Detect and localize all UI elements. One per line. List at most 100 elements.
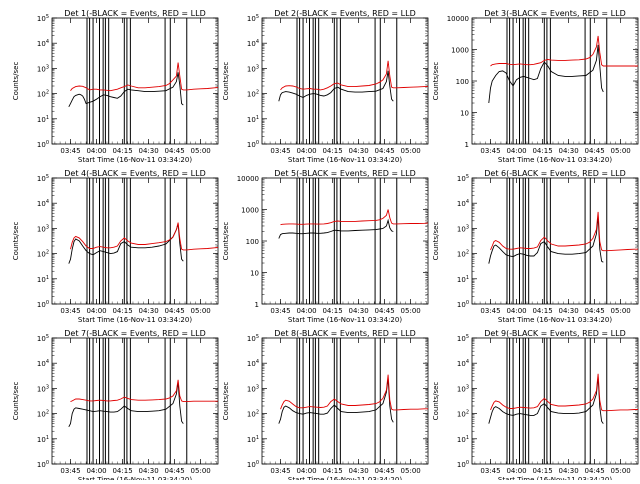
y-axis-label: Counts/sec — [432, 222, 440, 261]
detector-panel-3: Det 3(-BLACK = Events, RED = LLD 1 10 100 10… — [432, 9, 639, 164]
ytick-label: 102 — [457, 250, 469, 259]
series-events-line — [278, 70, 394, 102]
detector-panel-6: Det 6(-BLACK = Events, RED = LLD 100 101 10… — [432, 169, 639, 324]
ytick-label: 103 — [247, 64, 259, 73]
ytick-label: 103 — [457, 384, 469, 393]
ytick-label: 100 — [247, 460, 259, 469]
ytick-label: 103 — [457, 224, 469, 233]
xtick-label: 04:00 — [296, 467, 316, 475]
ytick-label: 103 — [37, 64, 49, 73]
xtick-label: 05:00 — [611, 147, 631, 155]
xtick-label: 04:30 — [349, 467, 369, 475]
xtick-label: 04:15 — [322, 147, 342, 155]
ytick-label: 100 — [456, 78, 469, 86]
ytick-label: 105 — [457, 334, 469, 343]
x-axis-label: Start Time (16-Nov-11 03:34:20) — [498, 476, 612, 480]
xtick-label: 04:45 — [375, 307, 395, 315]
ytick-label: 102 — [247, 90, 259, 99]
series-lld-line — [490, 35, 638, 67]
series-lld-line — [490, 373, 638, 412]
xtick-label: 04:15 — [532, 467, 552, 475]
series-events-line — [68, 72, 184, 108]
series-lld-line — [70, 222, 219, 251]
ytick-label: 104 — [247, 359, 259, 368]
xtick-label: 04:15 — [322, 307, 342, 315]
y-axis-label: Counts/sec — [222, 62, 230, 101]
panel-title: Det 5(-BLACK = Events, RED = LLD — [274, 169, 415, 178]
ytick-label: 1000 — [241, 207, 259, 215]
detector-panel-8: Det 8(-BLACK = Events, RED = LLD 100 101 10… — [222, 329, 429, 484]
xtick-label: 04:15 — [112, 307, 132, 315]
series-lld-line — [490, 211, 638, 252]
ytick-label: 1000 — [451, 47, 469, 55]
xtick-label: 05:00 — [191, 147, 211, 155]
xtick-label: 03:45 — [480, 467, 500, 475]
ytick-label: 102 — [37, 90, 49, 99]
ytick-label: 104 — [37, 39, 49, 48]
xtick-label: 03:45 — [270, 307, 290, 315]
ytick-label: 102 — [37, 410, 49, 419]
xtick-label: 03:45 — [60, 307, 80, 315]
x-axis-label: Start Time (16-Nov-11 03:34:20) — [288, 156, 402, 164]
panel-title: Det 2(-BLACK = Events, RED = LLD — [274, 9, 415, 18]
detector-panel-2: Det 2(-BLACK = Events, RED = LLD 100 101 10… — [222, 9, 429, 164]
xtick-label: 05:00 — [191, 307, 211, 315]
panel-title: Det 9(-BLACK = Events, RED = LLD — [484, 329, 625, 338]
xtick-label: 04:30 — [349, 307, 369, 315]
xtick-label: 05:00 — [611, 307, 631, 315]
ytick-label: 105 — [247, 14, 259, 23]
ytick-label: 104 — [247, 39, 259, 48]
xtick-label: 04:45 — [165, 467, 185, 475]
ytick-label: 100 — [247, 140, 259, 149]
ytick-label: 101 — [37, 275, 49, 284]
xtick-label: 04:45 — [585, 467, 605, 475]
ytick-label: 103 — [247, 384, 259, 393]
plot-frame — [471, 337, 639, 465]
ytick-label: 104 — [457, 199, 469, 208]
plot-frame — [261, 337, 429, 465]
ytick-label: 101 — [457, 435, 469, 444]
series-lld-line — [280, 209, 429, 226]
ytick-label: 101 — [247, 115, 259, 124]
series-events-line — [278, 378, 394, 424]
x-axis-label: Start Time (16-Nov-11 03:34:20) — [288, 476, 402, 480]
ytick-label: 105 — [457, 174, 469, 183]
xtick-label: 04:30 — [349, 147, 369, 155]
xtick-label: 04:45 — [585, 307, 605, 315]
ytick-label: 105 — [37, 334, 49, 343]
ytick-label: 103 — [37, 224, 49, 233]
xtick-label: 05:00 — [401, 147, 421, 155]
xtick-label: 03:45 — [60, 467, 80, 475]
ytick-label: 101 — [37, 435, 49, 444]
ytick-label: 100 — [37, 140, 49, 149]
ytick-label: 101 — [37, 115, 49, 124]
detector-panel-4: Det 4(-BLACK = Events, RED = LLD 100 101 10… — [12, 169, 219, 324]
series-events-line — [68, 223, 184, 264]
xtick-label: 03:45 — [480, 147, 500, 155]
ytick-label: 1 — [255, 301, 259, 309]
y-axis-label: Counts/sec — [222, 382, 230, 421]
xtick-label: 04:30 — [139, 467, 159, 475]
series-lld-line — [280, 60, 428, 91]
x-axis-label: Start Time (16-Nov-11 03:34:20) — [78, 476, 192, 480]
ytick-label: 103 — [37, 384, 49, 393]
xtick-label: 03:45 — [480, 307, 500, 315]
xtick-label: 04:00 — [506, 467, 526, 475]
ytick-label: 1 — [465, 141, 469, 149]
panel-title: Det 1(-BLACK = Events, RED = LLD — [64, 9, 205, 18]
xtick-label: 04:45 — [375, 147, 395, 155]
x-axis-label: Start Time (16-Nov-11 03:34:20) — [498, 316, 612, 324]
xtick-label: 04:00 — [86, 147, 106, 155]
ytick-label: 100 — [246, 238, 259, 246]
ytick-label: 10000 — [237, 175, 259, 183]
ytick-label: 105 — [37, 14, 49, 23]
xtick-label: 04:00 — [296, 147, 316, 155]
y-axis-label: Counts/sec — [12, 222, 20, 261]
xtick-label: 03:45 — [60, 147, 80, 155]
xtick-label: 04:45 — [165, 307, 185, 315]
detector-panel-1: Det 1(-BLACK = Events, RED = LLD 100 101 10… — [12, 9, 219, 164]
series-events-line — [278, 218, 394, 239]
y-axis-label: Counts/sec — [432, 382, 440, 421]
panel-title: Det 3(-BLACK = Events, RED = LLD — [484, 9, 625, 18]
